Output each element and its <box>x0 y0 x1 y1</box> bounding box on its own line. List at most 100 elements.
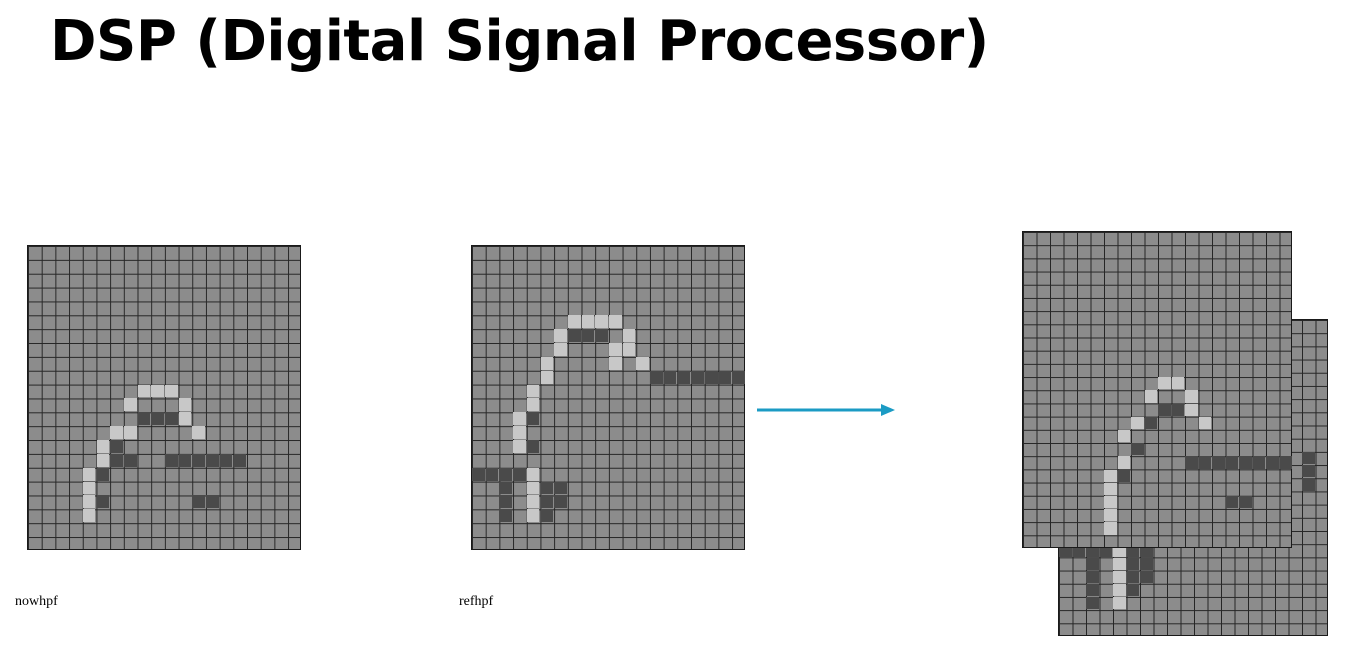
pixel-cell <box>192 426 206 440</box>
pixel-cell <box>609 356 622 370</box>
pixel-cell <box>1117 456 1130 469</box>
pixel-cell <box>82 481 96 495</box>
pixel-cell <box>233 453 247 467</box>
pixel-cell <box>96 467 110 481</box>
pixel-cell <box>1113 570 1126 583</box>
pixel-cell <box>123 426 137 440</box>
pixel-cell <box>650 370 663 384</box>
pixel-cell <box>1131 416 1144 429</box>
pixel-cell <box>151 384 164 398</box>
pixel-cell <box>513 467 526 481</box>
pixel-cell <box>151 412 164 426</box>
pixel-cell <box>554 481 567 495</box>
pixel-cell <box>137 412 151 426</box>
result-front-image-grid <box>1022 231 1292 548</box>
pixel-cell <box>704 370 718 384</box>
pixel-cell <box>622 343 636 356</box>
pixel-cell <box>1185 390 1198 403</box>
pixel-cell <box>526 481 540 495</box>
pixel-cell <box>677 370 691 384</box>
slide-title: DSP (Digital Signal Processor) <box>50 9 989 74</box>
pixel-cell <box>1252 456 1265 469</box>
pixel-cell <box>1171 377 1184 390</box>
pixel-cell <box>1302 452 1315 465</box>
pixel-cell <box>1185 456 1198 469</box>
refhpf-image-grid <box>471 245 745 550</box>
pixel-cell <box>206 495 219 509</box>
pixel-cell <box>513 426 526 440</box>
pixel-cell <box>1140 570 1153 583</box>
pixel-cell <box>691 370 704 384</box>
refhpf-caption: refhpf <box>459 594 494 609</box>
pixel-cell <box>1104 522 1117 535</box>
pixel-cell <box>1104 482 1117 495</box>
pixel-cell <box>1104 469 1117 482</box>
pixel-cell <box>1198 416 1211 429</box>
nowhpf-caption: nowhpf <box>15 594 58 609</box>
pixel-cell <box>526 440 540 453</box>
pixel-cell <box>137 384 151 398</box>
pixel-cell <box>554 343 567 356</box>
pixel-cell <box>1239 496 1252 509</box>
pixel-cell <box>1171 403 1184 416</box>
pixel-cell <box>595 329 608 343</box>
pixel-cell <box>567 329 581 343</box>
pixel-cell <box>595 315 608 329</box>
pixel-cell <box>1144 390 1157 403</box>
pixel-cell <box>178 412 192 426</box>
pixel-cell <box>499 481 513 495</box>
pixel-cell <box>192 495 206 509</box>
pixel-cell <box>1113 584 1126 597</box>
pixel-cell <box>1104 509 1117 522</box>
pixel-cell <box>82 467 96 481</box>
pixel-cell <box>554 495 567 509</box>
pixel-cell <box>581 315 595 329</box>
pixel-cell <box>1212 456 1225 469</box>
pixel-cell <box>1302 465 1315 478</box>
pixel-cell <box>663 370 677 384</box>
pixel-cell <box>96 453 110 467</box>
pixel-cell <box>622 329 636 343</box>
pixel-cell <box>1104 496 1117 509</box>
pixel-cell <box>178 398 192 412</box>
pixel-cell <box>526 384 540 398</box>
pixel-cell <box>609 343 622 356</box>
pixel-cell <box>540 370 554 384</box>
pixel-cell <box>526 398 540 412</box>
pixel-cell <box>513 412 526 426</box>
pixel-cell <box>1198 456 1211 469</box>
pixel-cell <box>499 509 513 523</box>
pixel-cell <box>1086 597 1099 610</box>
pixel-cell <box>96 495 110 509</box>
pixel-cell <box>513 440 526 453</box>
pixel-cell <box>1279 456 1292 469</box>
pixel-cell <box>110 426 123 440</box>
pixel-cell <box>472 467 485 481</box>
pixel-cell <box>1117 430 1130 443</box>
pixel-cell <box>1225 496 1238 509</box>
pixel-cell <box>1302 478 1315 491</box>
pixel-cell <box>540 495 554 509</box>
pixel-cell <box>1225 456 1238 469</box>
pixel-cell <box>110 453 123 467</box>
pixel-cell <box>567 315 581 329</box>
pixel-cell <box>1113 557 1126 570</box>
pixel-cell <box>554 329 567 343</box>
pixel-cell <box>96 440 110 453</box>
pixel-cell <box>1113 597 1126 610</box>
pixel-cell <box>581 329 595 343</box>
pixel-cell <box>636 356 650 370</box>
pixel-cell <box>1117 469 1130 482</box>
pixel-cell <box>609 315 622 329</box>
pixel-cell <box>540 481 554 495</box>
pixel-cell <box>178 453 192 467</box>
pixel-cell <box>1239 456 1252 469</box>
pixel-cell <box>1266 456 1279 469</box>
pixel-cell <box>485 467 499 481</box>
pixel-cell <box>192 453 206 467</box>
pixel-cell <box>1126 570 1139 583</box>
pixel-cell <box>82 509 96 523</box>
pixel-cell <box>526 495 540 509</box>
pixel-cell <box>1126 584 1139 597</box>
pixel-cell <box>732 370 745 384</box>
